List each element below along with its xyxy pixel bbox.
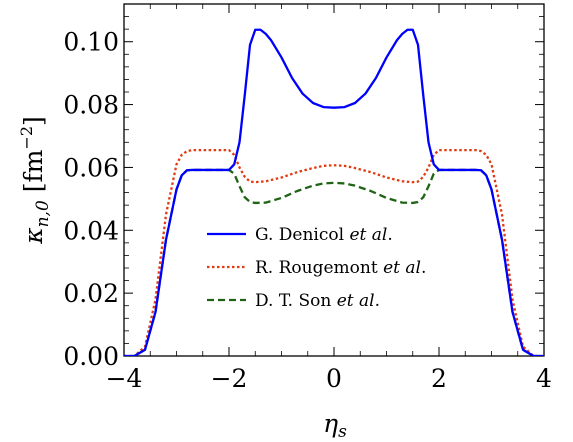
legend-label-period: . <box>387 225 392 245</box>
y-axis-title-unit: [fm <box>19 149 48 200</box>
x-axis-title-sub: s <box>338 422 347 442</box>
y-tick-label: 0.08 <box>63 91 119 120</box>
x-tick-label: 2 <box>431 364 447 393</box>
legend-label-name: G. Denicol <box>255 225 349 245</box>
y-axis-title-close: ] <box>19 116 48 126</box>
y-tick-label: 0.02 <box>63 279 119 308</box>
x-tick-label: −4 <box>106 364 143 393</box>
tick-marks <box>123 4 545 357</box>
y-axis-title-kappa: κ <box>19 227 48 245</box>
y-axis-title: κn,0 [fm−2] <box>17 116 53 245</box>
y-tick-label: 0.04 <box>63 216 119 245</box>
legend-label-name: R. Rougemont <box>255 258 383 278</box>
tick-labels: −4 −2 0 2 4 0.00 0.02 0.04 0.06 0.08 0.10 <box>63 28 552 393</box>
x-tick-label: 4 <box>536 364 552 393</box>
legend-label: D. T. Son et al. <box>255 291 380 311</box>
y-axis-title-sub: n,0 <box>33 200 53 227</box>
legend-label: G. Denicol et al. <box>255 225 393 245</box>
legend-label-etal: et al <box>383 258 421 278</box>
series-line-1 <box>124 148 544 356</box>
y-tick-label: 0.00 <box>63 342 119 371</box>
legend-label-period: . <box>375 291 380 311</box>
series-layer <box>124 28 544 356</box>
legend-label: R. Rougemont et al. <box>255 258 426 278</box>
x-axis-title: ηs <box>323 409 347 442</box>
y-tick-label: 0.10 <box>63 28 119 57</box>
y-tick-label: 0.06 <box>63 153 119 182</box>
legend-label-name: D. T. Son <box>255 291 337 311</box>
series-line-0 <box>124 28 544 356</box>
legend-label-etal: et al <box>337 291 375 311</box>
legend: G. Denicol et al.R. Rougemont et al.D. T… <box>207 225 426 311</box>
legend-label-etal: et al <box>349 225 387 245</box>
legend-label-period: . <box>421 258 426 278</box>
y-axis-title-exp: −2 <box>17 126 36 150</box>
x-axis-title-main: η <box>323 409 338 438</box>
x-tick-label: 0 <box>326 364 342 393</box>
x-tick-label: −2 <box>211 364 248 393</box>
